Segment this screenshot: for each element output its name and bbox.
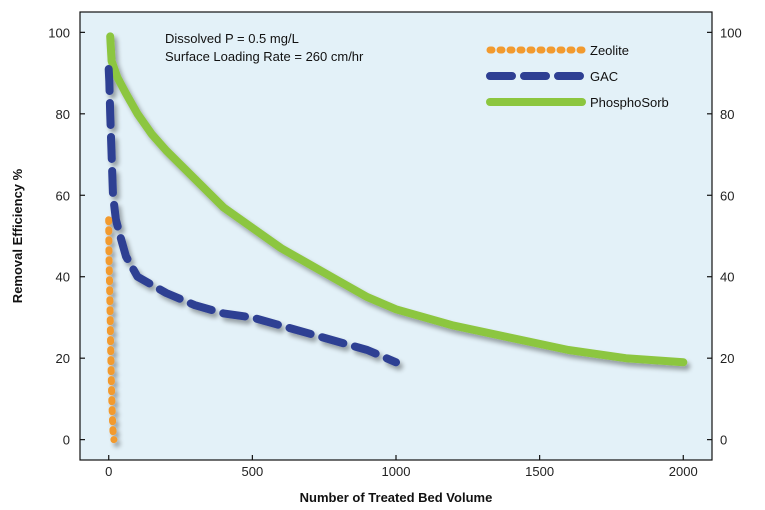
legend-label-gac: GAC — [590, 69, 618, 84]
y-tick-label: 0 — [63, 433, 70, 448]
x-tick-label: 500 — [242, 464, 264, 479]
x-tick-label: 2000 — [669, 464, 698, 479]
x-axis-title: Number of Treated Bed Volume — [300, 490, 493, 505]
series-line-zeolite — [105, 216, 118, 444]
annotation-1: Dissolved P = 0.5 mg/L — [165, 31, 299, 46]
secondary-y-tick-label: 100 — [720, 25, 742, 40]
secondary-y-tick-label: 60 — [720, 188, 734, 203]
legend-label-zeolite: Zeolite — [590, 43, 629, 58]
x-tick-label: 0 — [105, 464, 112, 479]
y-tick-label: 20 — [56, 351, 70, 366]
y-tick-label: 60 — [56, 188, 70, 203]
x-tick-label: 1500 — [525, 464, 554, 479]
series-line-phosphosorb — [106, 32, 688, 367]
legend-label-phosphosorb: PhosphoSorb — [590, 95, 669, 110]
secondary-y-tick-label: 80 — [720, 107, 734, 122]
secondary-y-axis-ticks: 0 20 40 60 80 100 — [707, 25, 742, 448]
y-axis-title: Removal Efficiency % — [10, 168, 25, 303]
y-tick-label: 40 — [56, 270, 70, 285]
series-line-gac — [104, 65, 400, 367]
y-tick-label: 80 — [56, 107, 70, 122]
secondary-y-tick-label: 40 — [720, 270, 734, 285]
x-axis-ticks: 0 500 1000 1500 2000 — [105, 455, 698, 479]
y-tick-label: 100 — [48, 25, 70, 40]
legend: Zeolite GAC PhosphoSorb — [486, 43, 669, 110]
secondary-y-tick-label: 20 — [720, 351, 734, 366]
x-tick-label: 1000 — [382, 464, 411, 479]
y-axis-ticks: 0 20 40 60 80 100 — [48, 25, 85, 448]
annotation-2: Surface Loading Rate = 260 cm/hr — [165, 49, 364, 64]
series-layer — [104, 32, 688, 444]
secondary-y-tick-label: 0 — [720, 433, 727, 448]
plot-area — [79, 11, 713, 461]
